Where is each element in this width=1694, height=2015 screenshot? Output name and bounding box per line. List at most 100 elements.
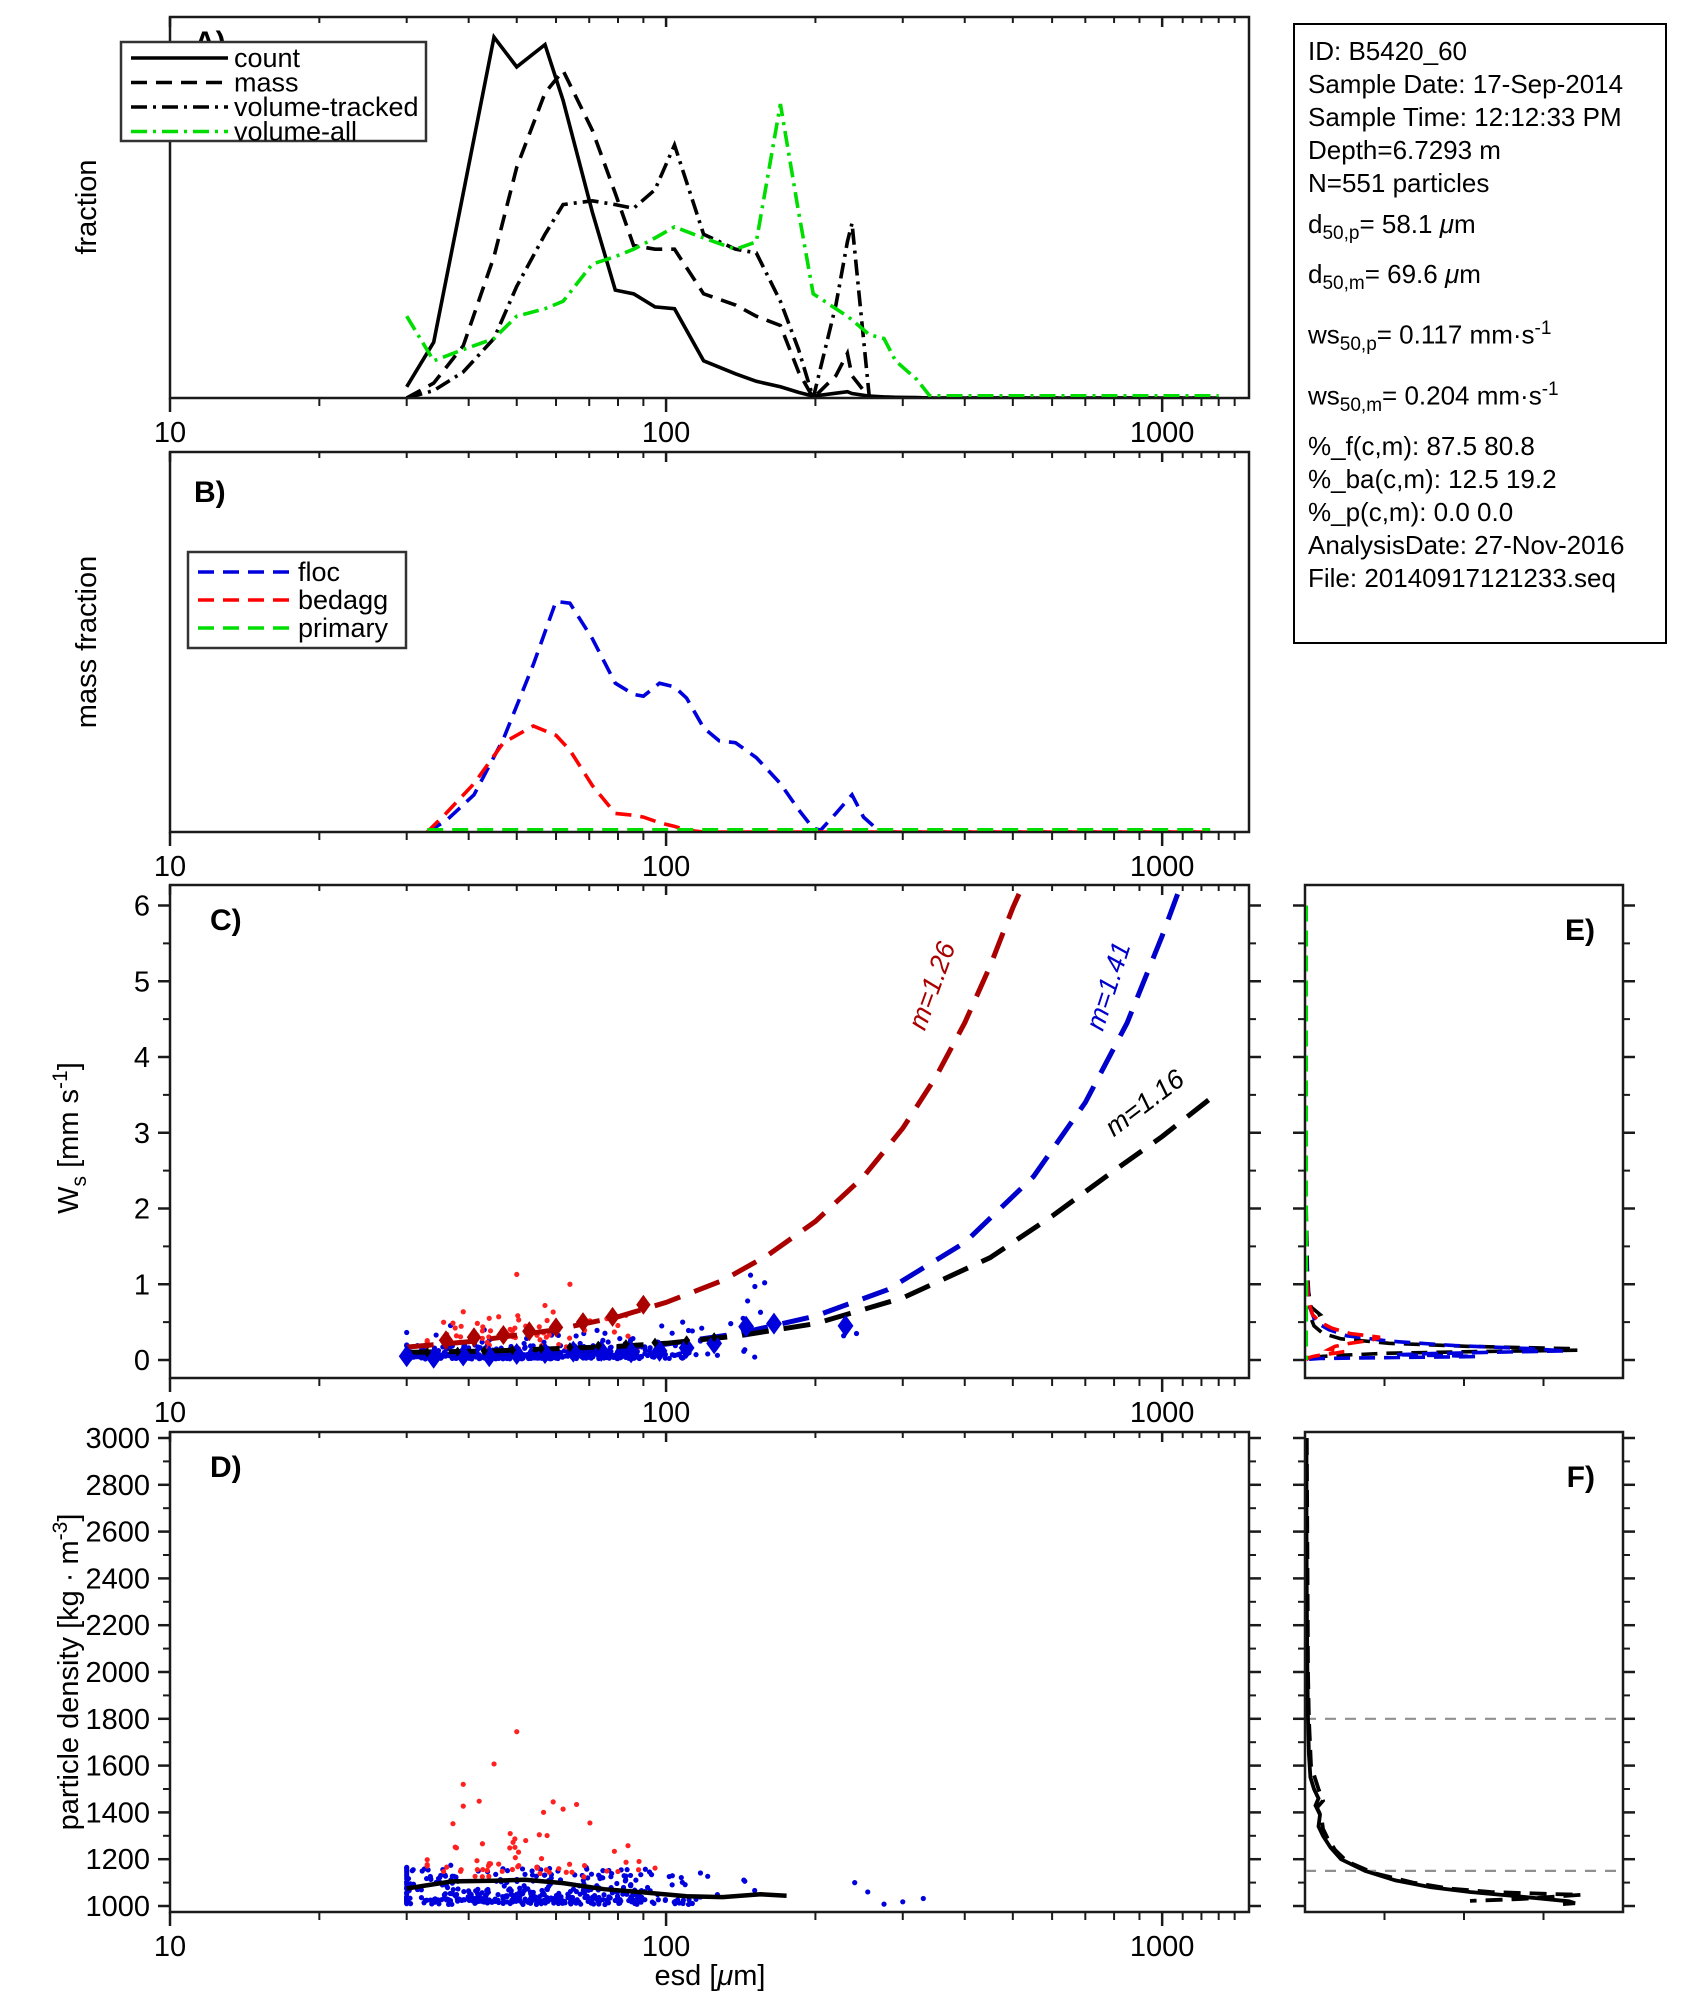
svg-text:2400: 2400 — [85, 1563, 150, 1595]
svg-text:1000: 1000 — [85, 1891, 150, 1923]
svg-text:2600: 2600 — [85, 1517, 150, 1549]
panel-letter: E) — [1565, 914, 1595, 947]
panel-letter: C) — [210, 904, 242, 937]
x-tick-labels: 10 100 1000 — [154, 1931, 1195, 1963]
y-axis-label: mass fraction — [71, 556, 103, 728]
dist-bedagg — [1306, 905, 1381, 1362]
legend-label: bedagg — [298, 585, 388, 615]
svg-text:2000: 2000 — [85, 1657, 150, 1689]
dist-floc — [1306, 905, 1567, 1362]
x-tick-labels: 10 100 1000 — [154, 417, 1195, 449]
info-line: N=551 particles — [1308, 168, 1490, 198]
bedagg-medians — [438, 1294, 651, 1351]
svg-text:1000: 1000 — [1130, 1397, 1195, 1429]
legend-label: floc — [298, 557, 340, 587]
svg-text:1800: 1800 — [85, 1704, 150, 1736]
svg-text:0: 0 — [134, 1345, 150, 1377]
curve-count — [405, 32, 1219, 397]
info-line: %_p(c,m): 0.0 0.0 — [1308, 497, 1514, 528]
all-medians — [423, 1332, 718, 1358]
svg-text:100: 100 — [642, 851, 690, 883]
svg-text:10: 10 — [154, 851, 186, 883]
dist-all — [1306, 905, 1579, 1362]
panel-b-curves — [425, 599, 1211, 831]
svg-text:1400: 1400 — [85, 1797, 150, 1829]
svg-text:6: 6 — [134, 891, 150, 923]
y-axis-label: fraction — [71, 159, 103, 254]
panel-e-curves — [1306, 905, 1579, 1362]
legend-label: volume-tracked — [234, 92, 419, 122]
info-line: Depth=6.7293 m — [1308, 135, 1501, 165]
info-line: d50,p= 58.1 μm — [1308, 209, 1476, 245]
panel-f-curves — [1306, 1437, 1622, 1906]
curve-volume-all — [405, 103, 1219, 397]
svg-text:2200: 2200 — [85, 1610, 150, 1642]
dist-density-dist-dashed — [1306, 1437, 1582, 1903]
svg-text:3000: 3000 — [85, 1423, 150, 1455]
legend-label: primary — [298, 613, 389, 643]
svg-text:1000: 1000 — [1130, 1931, 1195, 1963]
svg-text:1000: 1000 — [1130, 417, 1195, 449]
dist-density-dist-solid — [1306, 1438, 1576, 1906]
fit-label: m=1.16 — [1099, 1063, 1190, 1142]
all-fit — [406, 1096, 1212, 1355]
sample-info-box: ID: B5420_60 Sample Date: 17-Sep-2014 Samp… — [1293, 23, 1667, 644]
svg-text:10: 10 — [154, 417, 186, 449]
panel-a: 101001000A)fractioncountmassvolume-track… — [71, 15, 1251, 449]
bedagg-fit — [406, 886, 1026, 1350]
floc-density-scatter — [404, 1862, 926, 1908]
panel-c-data — [398, 886, 1212, 1369]
info-line: %_f(c,m): 87.5 80.8 — [1308, 431, 1535, 462]
curve-volume-tracked — [406, 139, 1219, 397]
svg-text:100: 100 — [642, 1931, 690, 1963]
legend-label: mass — [234, 68, 299, 98]
fit-label: m=1.26 — [902, 937, 962, 1034]
legend-label: volume-all — [234, 117, 357, 147]
curve-floc — [426, 599, 1211, 831]
panel-f: F) — [1293, 1430, 1635, 1920]
density-median — [406, 1877, 787, 1900]
info-line: ID: B5420_60 — [1308, 36, 1468, 66]
info-line: ws50,p= 0.117 mm·s-1 — [1308, 318, 1552, 356]
info-line: File: 20140917121233.seq — [1308, 563, 1616, 594]
x-tick-labels: 10 100 1000 — [154, 851, 1195, 883]
info-line: AnalysisDate: 27-Nov-2016 — [1308, 530, 1625, 561]
svg-text:1600: 1600 — [85, 1751, 150, 1783]
panel-a-curves — [405, 32, 1219, 397]
info-line: Sample Date: 17-Sep-2014 — [1308, 69, 1624, 99]
svg-text:5: 5 — [134, 966, 150, 998]
svg-text:100: 100 — [642, 417, 690, 449]
x-tick-labels: 10 100 1000 — [154, 1397, 1195, 1429]
panel-e: E) — [1293, 883, 1635, 1386]
svg-text:2800: 2800 — [85, 1470, 150, 1502]
x-axis-label: esd [μm] — [655, 1960, 766, 1992]
svg-text:1200: 1200 — [85, 1844, 150, 1876]
panel-d-data — [404, 1729, 926, 1908]
curve-mass — [405, 67, 1219, 397]
bedagg-scatter — [424, 1271, 642, 1352]
svg-text:1: 1 — [134, 1269, 150, 1301]
panel-letter: B) — [194, 476, 226, 509]
svg-text:1000: 1000 — [1130, 851, 1195, 883]
panel-b: 10 100 1000 B) mass fraction flocbedaggprimar… — [71, 450, 1251, 883]
info-line: Sample Time: 12:12:33 PM — [1308, 102, 1622, 132]
panel-letter: D) — [210, 1451, 242, 1484]
y-axis-label: Ws [mm s-1] — [49, 1062, 91, 1214]
curve-bedagg — [425, 724, 1211, 831]
svg-text:10: 10 — [154, 1931, 186, 1963]
svg-text:2: 2 — [134, 1194, 150, 1226]
svg-text:100: 100 — [642, 1397, 690, 1429]
y-axis-label: particle density [kg · m-3] — [49, 1514, 85, 1831]
panel-d: 10 100 1000 1000 1200 1400 1600 1800 2000 2200 240… — [49, 1423, 1261, 1992]
info-line: ws50,m= 0.204 mm·s-1 — [1308, 379, 1559, 417]
bedagg-density-scatter — [424, 1729, 658, 1880]
info-line: %_ba(c,m): 12.5 19.2 — [1308, 464, 1557, 495]
floc-medians — [398, 1312, 854, 1369]
floc-fit — [406, 886, 1184, 1360]
info-line: d50,m= 69.6 μm — [1308, 259, 1481, 295]
